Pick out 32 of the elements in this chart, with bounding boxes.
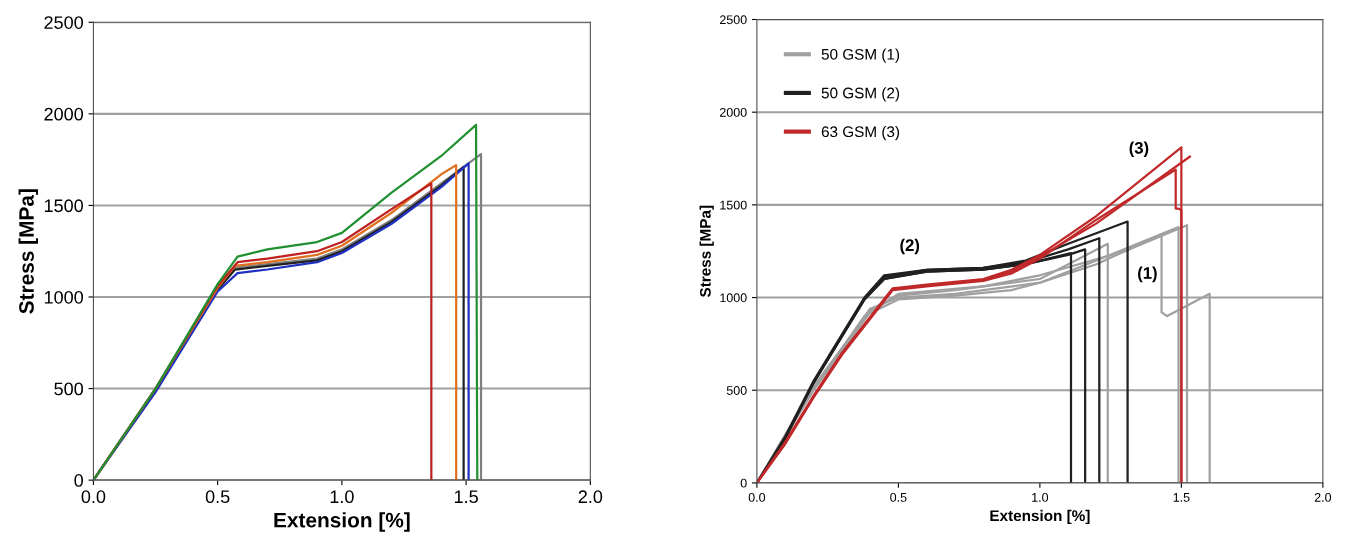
annotation: (2) — [900, 238, 920, 255]
y-tick-label: 0 — [74, 474, 83, 487]
y-tick-label: 1500 — [720, 200, 747, 210]
y-tick-label: 2000 — [719, 107, 747, 117]
y-tick-label: 2500 — [719, 15, 747, 25]
y-tick-label: 1000 — [720, 293, 747, 303]
y-axis-title: Stress [MPa] — [699, 205, 714, 298]
x-tick-label: 0.5 — [205, 490, 230, 504]
y-tick-label: 2500 — [44, 16, 83, 29]
y-tick-label: 500 — [54, 382, 83, 396]
x-tick-label: 1.5 — [454, 490, 478, 504]
x-tick-label: 0.0 — [81, 490, 106, 504]
annotation: (3) — [1129, 141, 1149, 158]
y-tick-label: 1500 — [44, 199, 83, 213]
x-axis-title: Extension [%] — [990, 509, 1090, 525]
annotation: (1) — [1138, 266, 1157, 283]
y-tick-label: 2000 — [44, 107, 83, 121]
x-tick-label: 2.0 — [578, 490, 603, 504]
legend-label: 50 GSM (1) — [821, 48, 900, 63]
y-tick-label: 0 — [740, 478, 747, 488]
x-tick-label: 2.0 — [1314, 492, 1332, 502]
y-tick-label: 1000 — [44, 290, 83, 304]
x-tick-label: 1.0 — [330, 490, 354, 504]
legend-label: 63 GSM (3) — [821, 125, 900, 141]
x-tick-label: 0.5 — [890, 492, 907, 502]
x-axis-title: Extension [%] — [274, 512, 410, 532]
legend-label: 50 GSM (2) — [821, 87, 900, 102]
x-tick-label: 0.0 — [748, 492, 766, 502]
x-tick-label: 1.5 — [1173, 493, 1190, 502]
y-axis-title: Stress [MPa] — [18, 189, 38, 314]
y-tick-label: 500 — [726, 386, 747, 395]
x-tick-label: 1.0 — [1032, 492, 1049, 502]
